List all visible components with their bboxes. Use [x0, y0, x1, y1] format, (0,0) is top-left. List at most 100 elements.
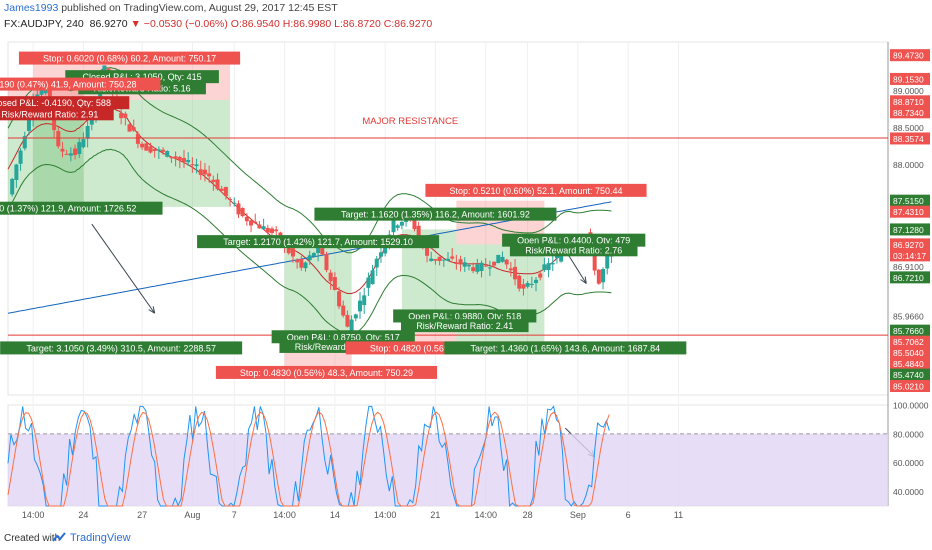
label-box	[425, 183, 647, 197]
candle	[542, 257, 547, 273]
candle	[337, 286, 342, 310]
candle	[508, 262, 513, 277]
ohlc-values: O:86.9540 H:86.9980 L:86.8720 C:86.9270	[230, 18, 433, 30]
candle-body	[471, 267, 476, 272]
price-axis-label: 85.9660	[893, 311, 924, 321]
label-text: Target: 1.1620 (1.35%) 116.2, Amount: 16…	[341, 210, 530, 220]
candle-body	[605, 253, 610, 269]
candle-body	[362, 295, 367, 306]
candle	[324, 251, 329, 273]
candle	[253, 213, 258, 225]
candle-body	[416, 225, 421, 238]
label-text: Stop: 0.6020 (0.68%) 60.2, Amount: 750.1…	[43, 54, 216, 64]
candle	[395, 224, 400, 231]
candle-body	[14, 164, 19, 180]
candle-body	[274, 229, 279, 232]
candle-body	[483, 265, 488, 267]
candle-body	[391, 220, 396, 233]
price-tag-bg	[890, 357, 930, 370]
candle	[131, 119, 136, 133]
time-tick-label: 24	[78, 510, 88, 520]
price-chart[interactable]: MAJOR RESISTANCEMINOR SUPPORT Stop: 0.60…	[0, 0, 932, 526]
label-box	[444, 341, 687, 355]
candle-body	[77, 142, 82, 155]
candle	[60, 142, 65, 158]
created-with-text: Created with	[4, 533, 61, 544]
footer: Created with TradingView	[0, 526, 932, 550]
candle-body	[39, 89, 44, 95]
candle	[311, 252, 316, 258]
candle-body	[529, 283, 534, 285]
candle	[295, 258, 300, 269]
candle-body	[492, 261, 497, 266]
label-box	[0, 77, 161, 91]
candle	[169, 156, 174, 163]
candle	[517, 274, 522, 292]
candle-body	[538, 273, 543, 278]
candle	[454, 254, 459, 270]
candle	[232, 197, 237, 207]
candle	[513, 259, 518, 286]
candle-body	[140, 143, 145, 148]
candle-body	[345, 314, 350, 327]
author-link[interactable]: James1993	[4, 2, 59, 14]
pos2-stop-label: Stop: 0.4830 (0.56%) 48.3, Amount: 750.2…	[215, 365, 438, 379]
candle-body	[190, 164, 195, 166]
price-tag-bg	[890, 324, 930, 337]
candle	[399, 220, 404, 230]
candle-body	[458, 259, 463, 265]
price-axis-label: 89.1530	[893, 74, 924, 84]
price-tag-bg	[890, 106, 930, 119]
candle	[462, 257, 467, 272]
candle-body	[341, 305, 346, 316]
time-tick-label: 7	[232, 510, 237, 520]
price-axis-label: 86.9100	[893, 262, 924, 272]
candle	[378, 246, 383, 263]
label-box	[0, 201, 163, 215]
candle-body	[123, 113, 128, 118]
symbol-label[interactable]: FX:AUDJPY, 240	[4, 18, 84, 30]
price-tag-bg	[890, 95, 930, 108]
candle-body	[383, 243, 388, 254]
candle-body	[328, 272, 333, 282]
profit-zone	[456, 244, 545, 351]
price-axis-label: 86.7210	[893, 273, 924, 283]
candle-body	[261, 226, 266, 230]
candle	[353, 313, 358, 322]
candle	[483, 258, 488, 267]
candle-body	[131, 127, 136, 131]
label-box	[400, 319, 529, 333]
tradingview-brand[interactable]: TradingView	[70, 532, 131, 544]
label-box	[18, 51, 241, 65]
price-axis-label: 88.5000	[893, 123, 924, 133]
candle-body	[194, 164, 199, 167]
candle-body	[135, 133, 140, 144]
candle	[341, 300, 346, 318]
candle	[10, 177, 15, 197]
candle	[265, 224, 270, 235]
candle	[144, 141, 149, 151]
candle-body	[542, 264, 547, 271]
candle	[479, 260, 484, 278]
candle-body	[487, 267, 492, 269]
pos1-pnl-label: Closed P&L: -0.4190, Qty: 588	[0, 96, 130, 110]
price-tag-bg	[890, 194, 930, 207]
price-axis-label: 88.0000	[893, 160, 924, 170]
candle	[202, 163, 207, 182]
candle	[81, 132, 86, 149]
publish-line: James1993 published on TradingView.com, …	[4, 2, 338, 14]
candle	[127, 123, 132, 132]
label-text: Open P&L: 0.4400, Qty: 479	[517, 236, 630, 246]
pos2-target-label: Target: 1.2170 (1.42%) 121.7, Amount: 15…	[197, 235, 440, 249]
candle-body	[546, 263, 551, 271]
candle-body	[182, 158, 186, 162]
candle	[140, 141, 145, 150]
candle-body	[508, 268, 513, 271]
candle	[211, 175, 216, 191]
candle-body	[286, 248, 291, 254]
tradingview-logo-icon	[52, 532, 66, 542]
candle-body	[156, 149, 161, 151]
candle-body	[148, 146, 153, 153]
pos3-rr-label: Risk/Reward Ratio: 2.41	[400, 319, 529, 333]
price-axis-label: 87.4310	[893, 207, 924, 217]
